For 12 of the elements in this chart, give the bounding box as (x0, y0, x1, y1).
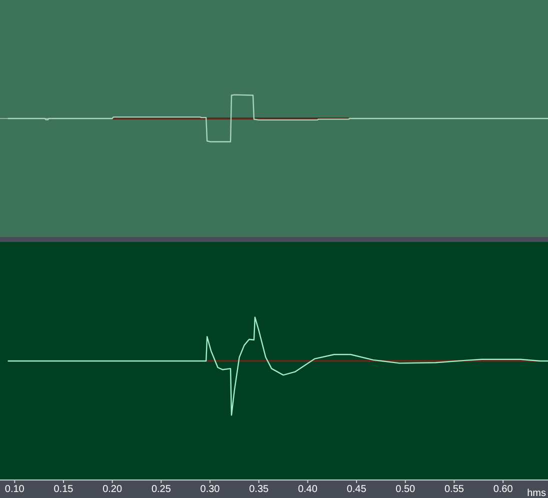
x-tick-label: 0.40 (298, 484, 318, 496)
x-tick-label: 0.30 (200, 484, 220, 496)
x-tick-label: 0.45 (346, 484, 367, 496)
x-tick-label: 0.20 (102, 484, 122, 496)
x-tick-label: 0.35 (249, 484, 270, 496)
x-tick-label: 0.50 (396, 484, 416, 496)
x-tick-label: 0.15 (54, 484, 74, 496)
x-tick-label: 0.60 (493, 484, 514, 496)
x-axis-title: hms (527, 488, 546, 498)
x-tick-label: 0.25 (151, 484, 172, 496)
x-tick-label: 0.55 (444, 484, 464, 496)
x-tick-label: 0.10 (4, 484, 25, 496)
